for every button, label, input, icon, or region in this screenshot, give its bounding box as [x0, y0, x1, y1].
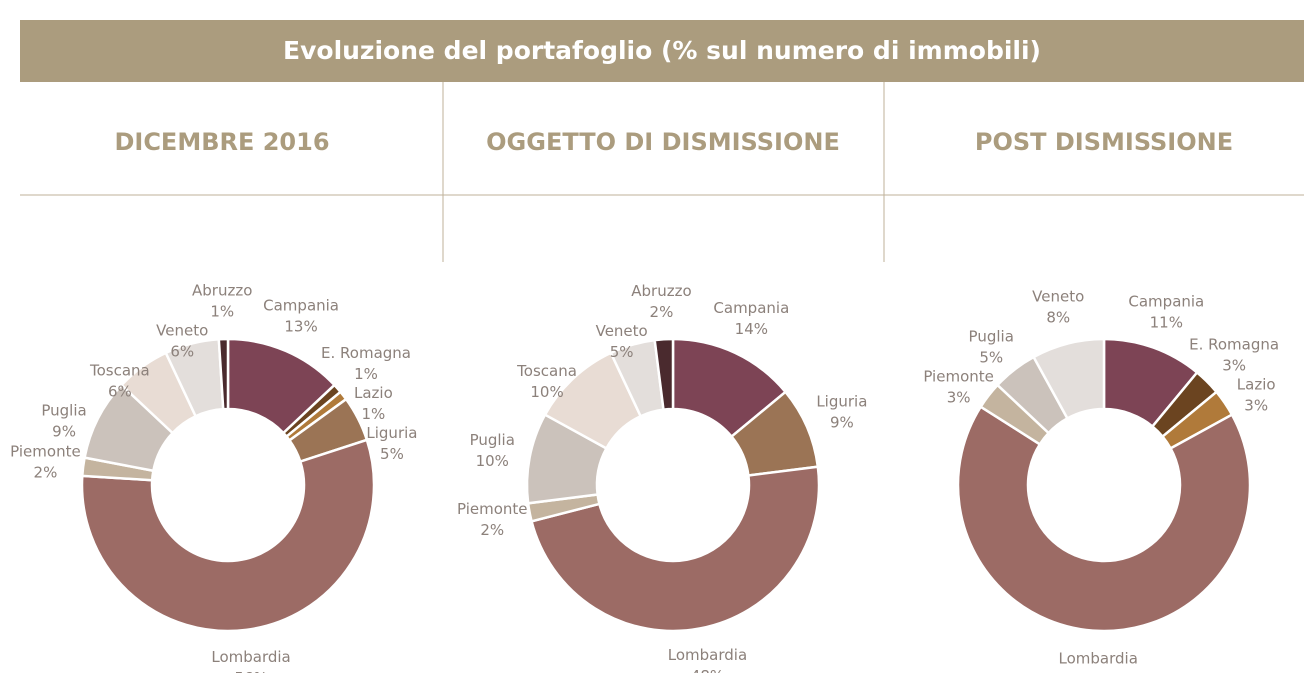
- slice-value-label: 1%: [361, 405, 385, 423]
- slice-value-label: 5%: [610, 343, 634, 361]
- slice-label: Liguria: [366, 424, 417, 442]
- donut-slice: [530, 465, 821, 633]
- slice-label: Campania: [263, 297, 339, 315]
- slice-value-label: 9%: [52, 423, 76, 441]
- donut-slice: [956, 405, 1252, 633]
- slice-label: E. Romagna: [1189, 335, 1279, 353]
- slice-value-label: 6%: [170, 343, 194, 361]
- slice-value-label: 3%: [1222, 356, 1246, 374]
- slice-label: Piemonte: [457, 500, 528, 518]
- slice-value-label: 14%: [735, 320, 768, 338]
- slice-label: Puglia: [41, 402, 86, 420]
- slice-value-label: 3%: [947, 388, 971, 406]
- slice-label: Piemonte: [923, 367, 994, 385]
- slice-label: Toscana: [516, 362, 577, 380]
- donut-slice: [217, 337, 230, 411]
- slice-label: Veneto: [156, 322, 208, 340]
- slice-label: Campania: [1128, 292, 1204, 310]
- header-bar: [20, 20, 1304, 82]
- slice-label: Puglia: [470, 431, 515, 449]
- slice-label: Lombardia: [211, 648, 290, 666]
- slice-value-label: 2%: [34, 463, 58, 481]
- slice-value-label: 56%: [234, 669, 267, 673]
- slice-label: Lombardia: [668, 646, 747, 664]
- slice-value-label: 11%: [1150, 313, 1183, 331]
- donut-slice: [1031, 337, 1106, 421]
- slice-value-label: 3%: [1244, 396, 1268, 414]
- slice-label: Lazio: [354, 384, 393, 402]
- page-title: Evoluzione del portafoglio (% sul numero…: [283, 36, 1041, 65]
- slice-value-label: 1%: [354, 365, 378, 383]
- donut-slice: [80, 438, 376, 633]
- slice-label: Campania: [713, 299, 789, 317]
- slice-value-label: 2%: [650, 303, 674, 321]
- slice-label: Liguria: [816, 392, 867, 410]
- slice-value-label: 13%: [284, 318, 317, 336]
- slice-label: Veneto: [596, 322, 648, 340]
- slice-value-label: 5%: [380, 445, 404, 463]
- donut-slice: [653, 337, 675, 411]
- slice-label: Abruzzo: [631, 282, 691, 300]
- slice-label: E. Romagna: [321, 344, 411, 362]
- slice-label: Abruzzo: [192, 282, 252, 300]
- slice-value-label: 10%: [530, 383, 563, 401]
- slice-value-label: 5%: [979, 348, 1003, 366]
- slice-label: Piemonte: [10, 442, 81, 460]
- column-title: DICEMBRE 2016: [114, 128, 329, 156]
- slice-value-label: 8%: [1046, 308, 1070, 326]
- slice-label: Toscana: [89, 362, 150, 380]
- column-title: POST DISMISSIONE: [975, 128, 1233, 156]
- slice-value-label: 2%: [480, 521, 504, 539]
- slice-label: Lazio: [1237, 375, 1276, 393]
- slice-label: Veneto: [1032, 287, 1084, 305]
- column-title: OGGETTO DI DISMISSIONE: [486, 128, 840, 156]
- slice-label: Lombardia: [1059, 649, 1138, 667]
- slice-value-label: 6%: [108, 383, 132, 401]
- slice-value-label: 48%: [691, 667, 724, 673]
- slice-value-label: 10%: [476, 452, 509, 470]
- slice-value-label: 9%: [830, 413, 854, 431]
- slice-label: Puglia: [969, 327, 1014, 345]
- slice-value-label: 1%: [210, 303, 234, 321]
